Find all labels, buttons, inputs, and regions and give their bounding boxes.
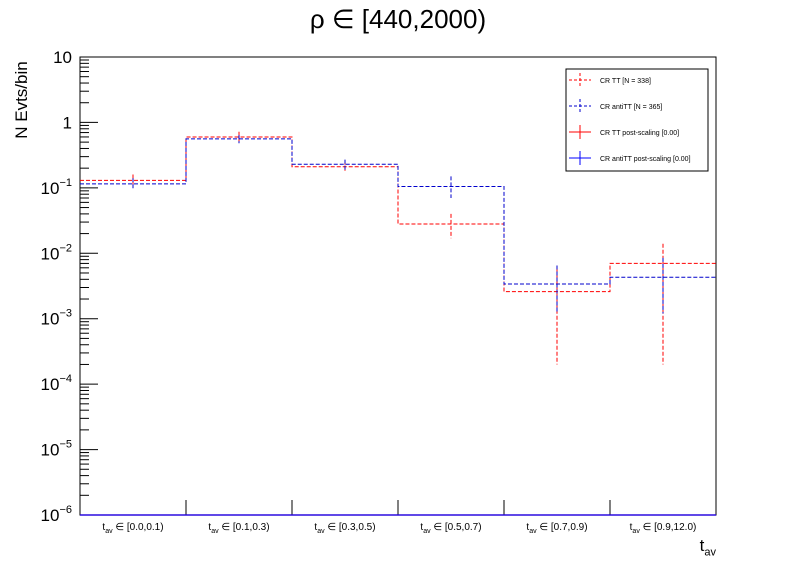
series-1-histogram	[80, 138, 716, 285]
y-tick-label: 10	[53, 48, 72, 67]
x-axis-label-sub: av	[704, 546, 716, 559]
x-axis-label: tav	[700, 536, 716, 558]
x-tick-label: tav ∈ [0.5,0.7)	[420, 522, 481, 535]
y-tick-label: 10−5	[41, 439, 72, 460]
legend-entry: CR antiTT post-scaling [0.00]	[600, 156, 691, 163]
y-tick-label: 1	[63, 113, 72, 132]
x-tick-label: tav ∈ [0.1,0.3)	[208, 522, 269, 535]
y-tick-label: 10−2	[41, 242, 72, 263]
legend-entry: CR antiTT [N = 365]	[600, 104, 662, 111]
x-tick-label: tav ∈ [0.0,0.1)	[102, 522, 163, 535]
x-tick-label: tav ∈ [0.7,0.9)	[526, 522, 587, 535]
y-tick-label: 10−3	[41, 308, 72, 329]
x-tick-label: tav ∈ [0.9,12.0)	[630, 522, 697, 535]
legend-box	[565, 68, 709, 172]
x-tick-label: tav ∈ [0.3,0.5)	[314, 522, 375, 535]
legend-entry: CR TT post-scaling [0.00]	[600, 130, 679, 137]
y-tick-label: 10−6	[41, 504, 72, 525]
series-0-histogram	[80, 136, 716, 293]
y-tick-label: 10−4	[41, 373, 72, 394]
y-tick-label: 10−1	[41, 177, 72, 198]
chart-title: ρ ∈ [440,2000)	[309, 4, 487, 34]
legend-entry: CR TT [N = 338]	[600, 78, 651, 85]
x-axis-label-main: t	[699, 536, 705, 555]
